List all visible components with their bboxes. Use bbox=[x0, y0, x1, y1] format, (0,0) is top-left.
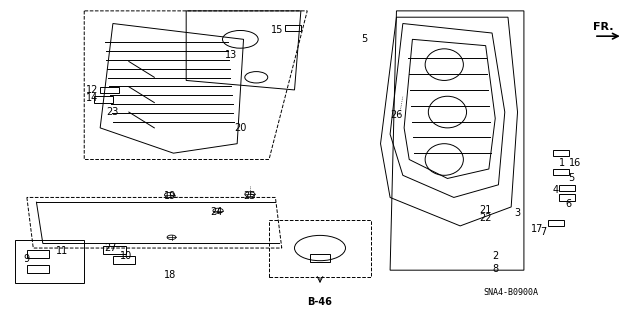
Text: 2: 2 bbox=[492, 251, 499, 261]
Text: 12: 12 bbox=[86, 85, 99, 95]
Text: 6: 6 bbox=[566, 199, 572, 209]
Text: 16: 16 bbox=[569, 158, 581, 168]
Text: 4: 4 bbox=[553, 184, 559, 195]
Text: 18: 18 bbox=[164, 270, 177, 280]
Text: 20: 20 bbox=[234, 123, 246, 133]
Text: 21: 21 bbox=[479, 205, 492, 215]
Text: 11: 11 bbox=[56, 246, 68, 256]
Text: 9: 9 bbox=[24, 254, 30, 264]
Text: 14: 14 bbox=[86, 93, 99, 103]
Text: 3: 3 bbox=[515, 208, 520, 218]
Text: 10: 10 bbox=[120, 251, 132, 261]
Text: 1: 1 bbox=[559, 158, 565, 168]
Text: 5: 5 bbox=[568, 174, 575, 183]
Text: B-46: B-46 bbox=[308, 297, 332, 308]
Text: 17: 17 bbox=[531, 224, 543, 234]
Text: 23: 23 bbox=[107, 107, 119, 117]
Text: 27: 27 bbox=[105, 243, 117, 253]
Text: 24: 24 bbox=[211, 207, 223, 217]
Text: 5: 5 bbox=[362, 34, 368, 44]
Text: 22: 22 bbox=[479, 213, 492, 223]
Text: 13: 13 bbox=[225, 50, 237, 60]
Text: SNA4-B0900A: SNA4-B0900A bbox=[484, 288, 539, 297]
Text: 26: 26 bbox=[390, 110, 403, 120]
Text: FR.: FR. bbox=[593, 22, 614, 32]
Text: 8: 8 bbox=[492, 263, 499, 274]
Text: 15: 15 bbox=[271, 25, 283, 35]
Text: 7: 7 bbox=[540, 227, 546, 237]
Text: 25: 25 bbox=[244, 191, 256, 201]
Text: 19: 19 bbox=[163, 191, 176, 201]
